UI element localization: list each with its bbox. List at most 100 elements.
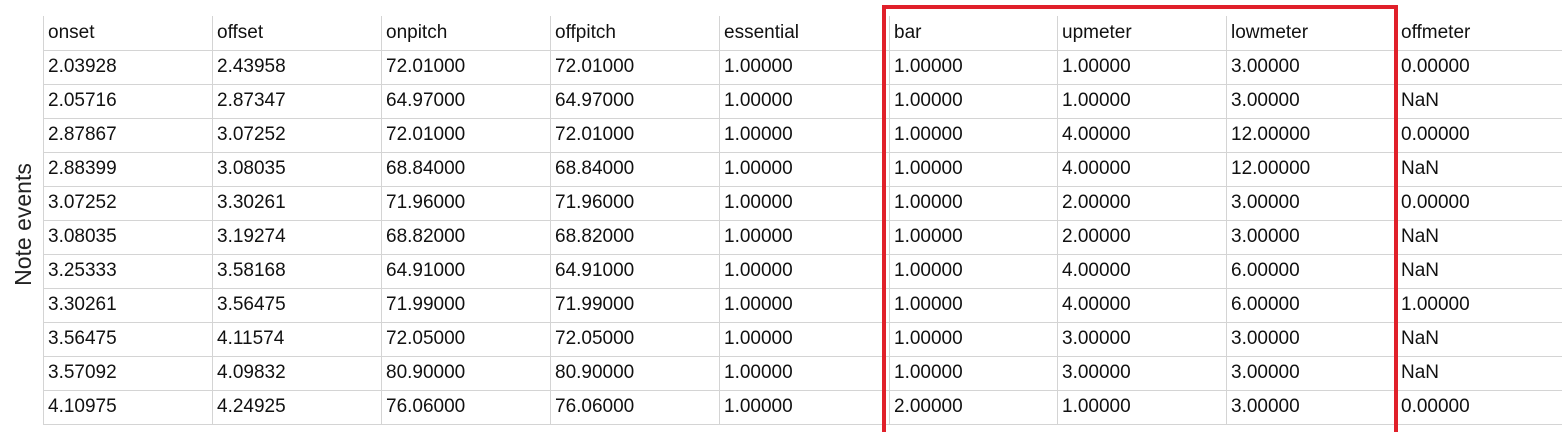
cell-offset[interactable]: 3.58168 xyxy=(212,253,382,289)
column-header-offmeter[interactable]: offmeter xyxy=(1396,16,1562,51)
cell-onpitch[interactable]: 76.06000 xyxy=(381,389,551,425)
cell-upmeter[interactable]: 4.00000 xyxy=(1057,151,1227,187)
column-header-onset[interactable]: onset xyxy=(43,16,213,51)
cell-upmeter[interactable]: 1.00000 xyxy=(1057,83,1227,119)
cell-onset[interactable]: 2.87867 xyxy=(43,117,213,153)
cell-onpitch[interactable]: 72.05000 xyxy=(381,321,551,357)
cell-offmeter[interactable]: 0.00000 xyxy=(1396,117,1562,153)
cell-upmeter[interactable]: 1.00000 xyxy=(1057,389,1227,425)
cell-offmeter[interactable]: NaN xyxy=(1396,151,1562,187)
cell-bar[interactable]: 1.00000 xyxy=(889,219,1058,255)
cell-onpitch[interactable]: 68.82000 xyxy=(381,219,551,255)
cell-essential[interactable]: 1.00000 xyxy=(719,389,890,425)
cell-upmeter[interactable]: 3.00000 xyxy=(1057,355,1227,391)
cell-offset[interactable]: 4.24925 xyxy=(212,389,382,425)
cell-onset[interactable]: 3.57092 xyxy=(43,355,213,391)
column-header-lowmeter[interactable]: lowmeter xyxy=(1226,16,1397,51)
cell-upmeter[interactable]: 2.00000 xyxy=(1057,219,1227,255)
cell-bar[interactable]: 1.00000 xyxy=(889,355,1058,391)
cell-onpitch[interactable]: 68.84000 xyxy=(381,151,551,187)
cell-essential[interactable]: 1.00000 xyxy=(719,117,890,153)
cell-bar[interactable]: 1.00000 xyxy=(889,287,1058,323)
cell-onset[interactable]: 3.56475 xyxy=(43,321,213,357)
cell-onpitch[interactable]: 64.91000 xyxy=(381,253,551,289)
cell-essential[interactable]: 1.00000 xyxy=(719,151,890,187)
cell-onset[interactable]: 3.08035 xyxy=(43,219,213,255)
cell-offpitch[interactable]: 72.01000 xyxy=(550,117,720,153)
cell-offset[interactable]: 3.30261 xyxy=(212,185,382,221)
cell-bar[interactable]: 1.00000 xyxy=(889,321,1058,357)
cell-offmeter[interactable]: NaN xyxy=(1396,321,1562,357)
cell-offmeter[interactable]: 0.00000 xyxy=(1396,49,1562,85)
cell-bar[interactable]: 1.00000 xyxy=(889,151,1058,187)
cell-offpitch[interactable]: 68.82000 xyxy=(550,219,720,255)
cell-offset[interactable]: 4.11574 xyxy=(212,321,382,357)
cell-essential[interactable]: 1.00000 xyxy=(719,83,890,119)
column-header-bar[interactable]: bar xyxy=(889,16,1058,51)
cell-offset[interactable]: 3.56475 xyxy=(212,287,382,323)
cell-onset[interactable]: 3.25333 xyxy=(43,253,213,289)
cell-upmeter[interactable]: 3.00000 xyxy=(1057,321,1227,357)
cell-essential[interactable]: 1.00000 xyxy=(719,185,890,221)
cell-onpitch[interactable]: 80.90000 xyxy=(381,355,551,391)
cell-onpitch[interactable]: 71.96000 xyxy=(381,185,551,221)
cell-lowmeter[interactable]: 3.00000 xyxy=(1226,219,1397,255)
cell-offmeter[interactable]: 0.00000 xyxy=(1396,185,1562,221)
cell-offset[interactable]: 4.09832 xyxy=(212,355,382,391)
column-header-offset[interactable]: offset xyxy=(212,16,382,51)
cell-lowmeter[interactable]: 12.00000 xyxy=(1226,151,1397,187)
cell-onset[interactable]: 4.10975 xyxy=(43,389,213,425)
cell-essential[interactable]: 1.00000 xyxy=(719,321,890,357)
cell-lowmeter[interactable]: 6.00000 xyxy=(1226,253,1397,289)
cell-offmeter[interactable]: NaN xyxy=(1396,355,1562,391)
cell-offmeter[interactable]: 1.00000 xyxy=(1396,287,1562,323)
cell-offset[interactable]: 2.43958 xyxy=(212,49,382,85)
cell-offpitch[interactable]: 68.84000 xyxy=(550,151,720,187)
cell-offpitch[interactable]: 72.05000 xyxy=(550,321,720,357)
cell-upmeter[interactable]: 4.00000 xyxy=(1057,117,1227,153)
cell-offmeter[interactable]: NaN xyxy=(1396,219,1562,255)
cell-onset[interactable]: 3.30261 xyxy=(43,287,213,323)
cell-upmeter[interactable]: 4.00000 xyxy=(1057,253,1227,289)
cell-offpitch[interactable]: 64.97000 xyxy=(550,83,720,119)
column-header-upmeter[interactable]: upmeter xyxy=(1057,16,1227,51)
cell-onpitch[interactable]: 72.01000 xyxy=(381,49,551,85)
cell-onset[interactable]: 2.03928 xyxy=(43,49,213,85)
cell-onset[interactable]: 3.07252 xyxy=(43,185,213,221)
cell-upmeter[interactable]: 1.00000 xyxy=(1057,49,1227,85)
cell-offmeter[interactable]: NaN xyxy=(1396,83,1562,119)
cell-bar[interactable]: 1.00000 xyxy=(889,83,1058,119)
cell-onpitch[interactable]: 71.99000 xyxy=(381,287,551,323)
cell-essential[interactable]: 1.00000 xyxy=(719,49,890,85)
cell-offpitch[interactable]: 71.96000 xyxy=(550,185,720,221)
cell-lowmeter[interactable]: 3.00000 xyxy=(1226,389,1397,425)
cell-onpitch[interactable]: 72.01000 xyxy=(381,117,551,153)
cell-offpitch[interactable]: 76.06000 xyxy=(550,389,720,425)
cell-essential[interactable]: 1.00000 xyxy=(719,219,890,255)
cell-essential[interactable]: 1.00000 xyxy=(719,287,890,323)
cell-offset[interactable]: 3.08035 xyxy=(212,151,382,187)
cell-bar[interactable]: 1.00000 xyxy=(889,185,1058,221)
cell-bar[interactable]: 1.00000 xyxy=(889,49,1058,85)
cell-offmeter[interactable]: NaN xyxy=(1396,253,1562,289)
cell-bar[interactable]: 1.00000 xyxy=(889,117,1058,153)
cell-offset[interactable]: 3.07252 xyxy=(212,117,382,153)
column-header-offpitch[interactable]: offpitch xyxy=(550,16,720,51)
cell-bar[interactable]: 2.00000 xyxy=(889,389,1058,425)
column-header-onpitch[interactable]: onpitch xyxy=(381,16,551,51)
cell-bar[interactable]: 1.00000 xyxy=(889,253,1058,289)
cell-offpitch[interactable]: 72.01000 xyxy=(550,49,720,85)
column-header-essential[interactable]: essential xyxy=(719,16,890,51)
cell-offpitch[interactable]: 71.99000 xyxy=(550,287,720,323)
cell-offmeter[interactable]: 0.00000 xyxy=(1396,389,1562,425)
cell-lowmeter[interactable]: 3.00000 xyxy=(1226,83,1397,119)
cell-lowmeter[interactable]: 3.00000 xyxy=(1226,321,1397,357)
cell-upmeter[interactable]: 4.00000 xyxy=(1057,287,1227,323)
cell-lowmeter[interactable]: 6.00000 xyxy=(1226,287,1397,323)
cell-onpitch[interactable]: 64.97000 xyxy=(381,83,551,119)
cell-essential[interactable]: 1.00000 xyxy=(719,355,890,391)
cell-onset[interactable]: 2.05716 xyxy=(43,83,213,119)
cell-offpitch[interactable]: 80.90000 xyxy=(550,355,720,391)
cell-lowmeter[interactable]: 3.00000 xyxy=(1226,185,1397,221)
cell-offset[interactable]: 2.87347 xyxy=(212,83,382,119)
